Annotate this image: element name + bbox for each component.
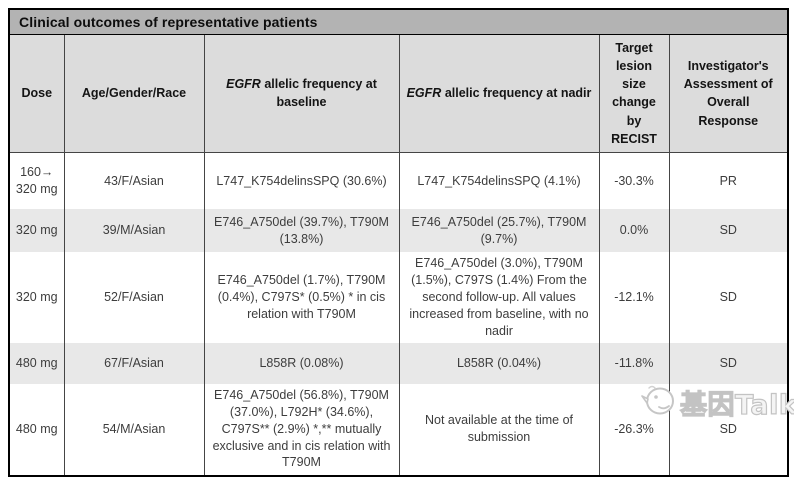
column-header-row: Dose Age/Gender/Race EGFR allelic freque… bbox=[8, 34, 789, 153]
clinical-outcomes-table-container: Clinical outcomes of representative pati… bbox=[8, 8, 790, 477]
clinical-outcomes-table: Clinical outcomes of representative pati… bbox=[8, 8, 790, 477]
cell-nadir-frequency: Not available at the time of submission bbox=[398, 383, 600, 476]
egfr-gene-label: EGFR bbox=[406, 86, 442, 101]
cell-dose: 320 mg bbox=[8, 209, 65, 253]
cell-age-gender-race: 52/F/Asian bbox=[63, 252, 205, 343]
table-title: Clinical outcomes of representative pati… bbox=[8, 8, 789, 35]
table-row: 160→ 320 mg 43/F/Asian L747_K754delinsSP… bbox=[8, 152, 789, 210]
table-row: 480 mg 54/M/Asian E746_A750del (56.8%), … bbox=[8, 383, 789, 476]
col-header-nadir-text: allelic frequency at nadir bbox=[444, 86, 592, 101]
cell-baseline-frequency: E746_A750del (56.8%), T790M (37.0%), L79… bbox=[203, 383, 400, 476]
col-header-recist-change: Target lesion size change by RECIST bbox=[598, 34, 670, 153]
table-row: 320 mg 39/M/Asian E746_A750del (39.7%), … bbox=[8, 209, 789, 253]
cell-baseline-frequency: E746_A750del (1.7%), T790M (0.4%), C797S… bbox=[203, 252, 400, 343]
cell-nadir-frequency: L858R (0.04%) bbox=[398, 342, 600, 384]
cell-response: SD bbox=[668, 342, 789, 384]
table-row: 320 mg 52/F/Asian E746_A750del (1.7%), T… bbox=[8, 252, 789, 343]
cell-recist-change: -30.3% bbox=[598, 152, 670, 210]
table-row: 480 mg 67/F/Asian L858R (0.08%) L858R (0… bbox=[8, 342, 789, 384]
col-header-nadir-frequency: EGFR allelic frequency at nadir bbox=[398, 34, 600, 153]
cell-age-gender-race: 43/F/Asian bbox=[63, 152, 205, 210]
cell-baseline-frequency: L858R (0.08%) bbox=[203, 342, 400, 384]
cell-dose: 160→ 320 mg bbox=[8, 152, 65, 210]
cell-baseline-frequency: E746_A750del (39.7%), T790M (13.8%) bbox=[203, 209, 400, 253]
cell-nadir-frequency: E746_A750del (3.0%), T790M (1.5%), C797S… bbox=[398, 252, 600, 343]
cell-response: SD bbox=[668, 383, 789, 476]
table-title-row: Clinical outcomes of representative pati… bbox=[8, 8, 789, 35]
cell-age-gender-race: 67/F/Asian bbox=[63, 342, 205, 384]
cell-response: SD bbox=[668, 209, 789, 253]
cell-dose: 480 mg bbox=[8, 383, 65, 476]
cell-recist-change: 0.0% bbox=[598, 209, 670, 253]
col-header-overall-response: Investigator's Assessment of Overall Res… bbox=[668, 34, 789, 153]
cell-recist-change: -11.8% bbox=[598, 342, 670, 384]
cell-dose: 480 mg bbox=[8, 342, 65, 384]
cell-dose: 320 mg bbox=[8, 252, 65, 343]
cell-recist-change: -26.3% bbox=[598, 383, 670, 476]
col-header-baseline-text: allelic frequency at baseline bbox=[264, 77, 377, 110]
col-header-baseline-frequency: EGFR allelic frequency at baseline bbox=[203, 34, 400, 153]
cell-response: SD bbox=[668, 252, 789, 343]
col-header-age-gender-race: Age/Gender/Race bbox=[63, 34, 205, 153]
cell-age-gender-race: 54/M/Asian bbox=[63, 383, 205, 476]
cell-baseline-frequency: L747_K754delinsSPQ (30.6%) bbox=[203, 152, 400, 210]
egfr-gene-label: EGFR bbox=[226, 77, 261, 92]
cell-nadir-frequency: L747_K754delinsSPQ (4.1%) bbox=[398, 152, 600, 210]
col-header-dose: Dose bbox=[8, 34, 65, 153]
cell-response: PR bbox=[668, 152, 789, 210]
cell-age-gender-race: 39/M/Asian bbox=[63, 209, 205, 253]
cell-nadir-frequency: E746_A750del (25.7%), T790M (9.7%) bbox=[398, 209, 600, 253]
cell-recist-change: -12.1% bbox=[598, 252, 670, 343]
